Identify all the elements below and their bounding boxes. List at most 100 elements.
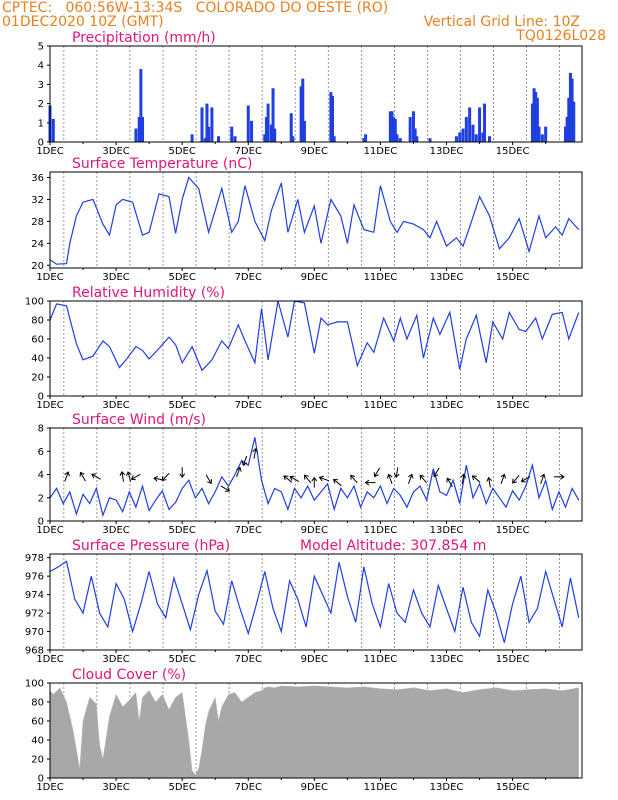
temp-frame [49, 171, 583, 269]
precip-bar [540, 134, 544, 142]
rh-series-line [49, 300, 580, 372]
wind-arrow-head [303, 474, 309, 480]
wind-arrow-shaft [388, 474, 393, 484]
wind-arrow [161, 472, 170, 481]
precip-bar [487, 136, 491, 142]
precip-bar [395, 134, 399, 142]
wind-arrow-head [350, 474, 356, 480]
wind-arrow [241, 455, 248, 467]
x-tick-label: 1DEC [36, 654, 63, 665]
cloud-area [49, 685, 579, 779]
precip-panel: 0 1 2 3 4 5 1DEC 3DEC 5DEC 7DEC 9DEC 11DEC 13DEC 15DE… [36, 30, 583, 157]
y-tick-label: 20 [31, 261, 44, 272]
precip-bar [483, 103, 487, 142]
x-tick-label: 11DEC [364, 654, 398, 665]
wind-arrow-head [446, 477, 452, 483]
wind-arrow [373, 467, 381, 478]
y-tick-label: 36 [31, 173, 44, 184]
temp-series-line [49, 176, 580, 265]
x-tick-label: 13DEC [430, 654, 464, 665]
cloud-title: Cloud Cover (%) [72, 667, 186, 683]
precip-bar [210, 107, 214, 142]
x-tick-label: 1DEC [36, 400, 63, 411]
wind-arrow-shaft [91, 473, 101, 480]
precip-bar [205, 103, 209, 142]
pres-title: Surface Pressure (hPa) [72, 538, 230, 554]
x-tick-label: 3DEC [102, 146, 129, 157]
x-tick-label: 1DEC [36, 782, 63, 793]
y-tick-label: 40 [31, 736, 44, 747]
precip-bar [266, 103, 270, 142]
wind-arrow-head [241, 461, 248, 467]
header-model-id: TQ0126L028 [516, 28, 606, 44]
pres-subtitle: Model Altitude: 307.854 m [300, 538, 486, 554]
wind-arrow-shaft [220, 485, 230, 492]
x-tick-label: 9DEC [301, 782, 328, 793]
wind-arrow [364, 479, 376, 486]
precip-bar [408, 117, 412, 142]
wind-arrow [471, 475, 481, 483]
precip-bar [134, 128, 138, 142]
wind-arrow-head [540, 473, 546, 479]
x-tick-label: 13DEC [430, 146, 464, 157]
wind-arrow-head [500, 473, 507, 479]
x-tick-label: 7DEC [235, 400, 262, 411]
precip-bar [289, 113, 293, 142]
cloud-panel: 0 20 40 60 80 100 1DEC 3DEC 5DEC 7DEC 9DEC 11DEC 13D… [25, 667, 583, 793]
wind-arrow-shaft [253, 448, 257, 459]
wind-arrow [433, 467, 440, 478]
wind-arrow [318, 475, 330, 482]
precip-bar [474, 134, 478, 142]
rh-title: Relative Humidity (%) [72, 285, 225, 301]
y-tick-label: 100 [25, 679, 44, 690]
x-tick-label: 15DEC [496, 654, 530, 665]
precip-bar [478, 107, 482, 142]
wind-arrow-head [79, 471, 85, 477]
precip-bar [568, 72, 572, 142]
x-tick-label: 13DEC [430, 525, 464, 536]
wind-arrow-head [64, 471, 70, 477]
wind-arrow [512, 474, 520, 484]
wind-arrow-shaft [446, 478, 453, 488]
wind-arrow-head [393, 473, 400, 478]
wind-arrow-head [236, 466, 242, 472]
precip-bar [207, 126, 211, 142]
wind-arrow [64, 471, 70, 482]
precip-bar [532, 88, 536, 142]
wind-arrow [446, 477, 453, 488]
wind-arrow-shaft [80, 472, 86, 482]
wind-arrow-shaft [319, 476, 330, 482]
precip-bar [190, 134, 194, 142]
wind-arrow-head [225, 486, 231, 492]
y-tick-label: 20 [31, 755, 44, 766]
y-tick-label: 100 [25, 297, 44, 308]
x-tick-label: 5DEC [168, 272, 195, 283]
precip-bar [458, 132, 462, 142]
wind-arrow [130, 473, 141, 481]
wind-arrow-head [373, 472, 379, 478]
x-tick-label: 15DEC [496, 400, 530, 411]
wind-arrow-shaft [127, 471, 132, 482]
precip-bar [530, 103, 534, 142]
x-tick-label: 9DEC [301, 272, 328, 283]
y-tick-label: 4 [38, 61, 44, 72]
x-tick-label: 15DEC [496, 146, 530, 157]
x-tick-label: 15DEC [496, 525, 530, 536]
y-tick-label: 2 [38, 493, 44, 504]
wind-arrow-head [153, 475, 159, 482]
x-tick-label: 5DEC [168, 400, 195, 411]
x-tick-label: 5DEC [168, 654, 195, 665]
y-tick-label: 3 [38, 80, 44, 91]
wind-arrow-shaft [304, 474, 312, 484]
precip-bar [428, 138, 432, 142]
x-tick-label: 7DEC [235, 146, 262, 157]
precip-bar [250, 120, 254, 142]
wind-arrow [289, 475, 300, 483]
x-tick-label: 5DEC [168, 525, 195, 536]
pres-frame [49, 553, 583, 651]
precip-bar [203, 138, 207, 142]
wind-arrow-head [433, 472, 439, 478]
wind-arrow-shaft [242, 455, 248, 466]
wind-arrow-shaft [64, 471, 69, 482]
x-tick-label: 11DEC [364, 272, 398, 283]
